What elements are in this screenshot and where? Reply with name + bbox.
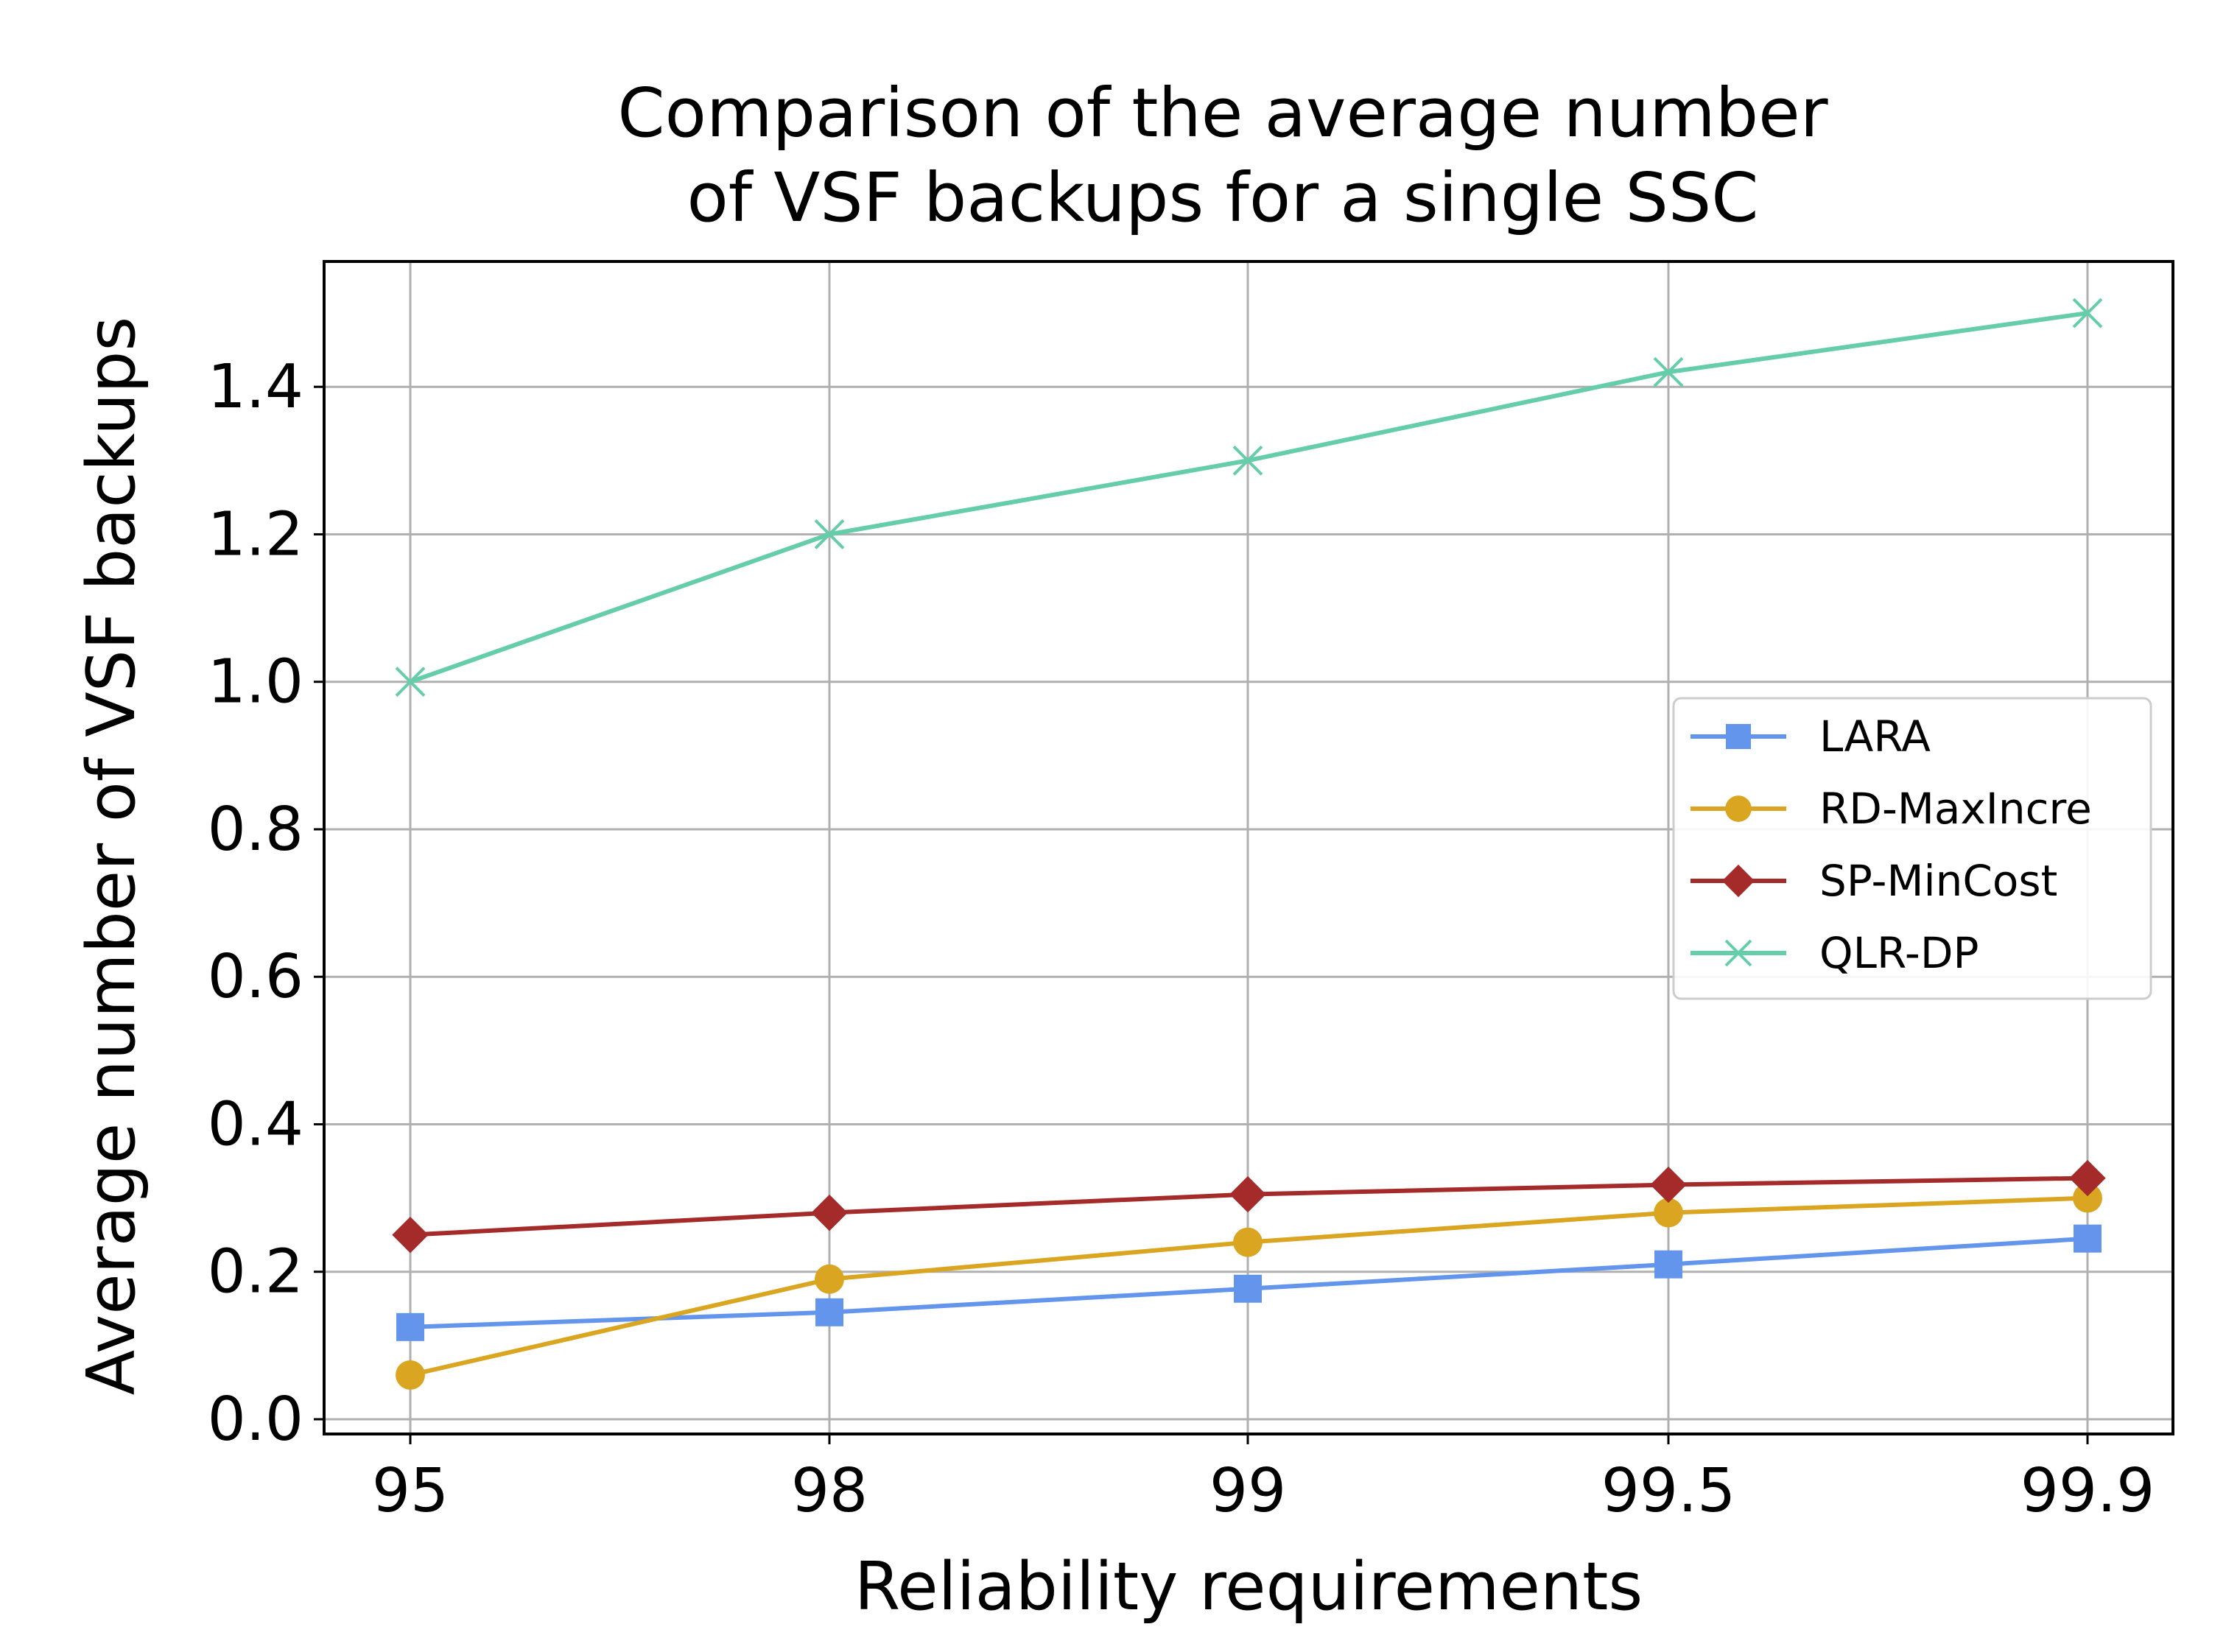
y-tick-label: 0.8 xyxy=(208,795,303,865)
x-tick-label: 99.9 xyxy=(2020,1456,2155,1526)
legend-marker-rd-maxincre xyxy=(1725,795,1752,822)
series-sp-mincost xyxy=(392,1159,2106,1254)
legend-label-lara: LARA xyxy=(1819,711,1931,762)
legend-marker-lara xyxy=(1726,724,1751,749)
x-marker-stroke xyxy=(814,519,845,549)
x-tick-label: 99 xyxy=(1209,1456,1286,1526)
data-point-lara xyxy=(396,1312,424,1341)
x-marker-stroke xyxy=(1724,939,1752,967)
data-point-sp-mincost xyxy=(1650,1166,1687,1203)
data-point-qlr-dp xyxy=(1232,445,1263,476)
data-point-lara xyxy=(1234,1274,1262,1303)
y-tick-label: 0.6 xyxy=(208,942,303,1012)
series-rd-maxincre xyxy=(396,1183,2102,1390)
data-point-lara xyxy=(1654,1250,1682,1279)
data-point-rd-maxincre xyxy=(396,1360,425,1390)
data-point-qlr-dp xyxy=(814,519,845,549)
x-axis-label: Reliability requirements xyxy=(854,1548,1643,1625)
data-point-rd-maxincre xyxy=(1233,1227,1263,1257)
data-point-sp-mincost xyxy=(1229,1175,1266,1213)
x-marker-stroke xyxy=(1653,356,1684,387)
data-point-qlr-dp xyxy=(2072,298,2103,328)
y-tick-label: 1.2 xyxy=(208,499,303,569)
legend-entry-lara: LARA xyxy=(1690,711,1931,762)
series-lara xyxy=(396,1224,2102,1341)
legend-marker-qlr-dp xyxy=(1724,939,1752,967)
legend: LARA RD-MaxIncre SP-MinCost QLR-DP xyxy=(1672,697,2152,1000)
chart-title-line-1: Comparison of the average number xyxy=(617,74,1828,152)
x-marker-stroke xyxy=(1232,445,1263,476)
legend-entry-sp-mincost: SP-MinCost xyxy=(1690,856,2057,906)
x-tick-label: 95 xyxy=(372,1456,449,1526)
y-tick-label: 0.4 xyxy=(208,1089,303,1159)
plot-series xyxy=(392,298,2106,1390)
legend-label-rd-maxincre: RD-MaxIncre xyxy=(1819,784,2092,834)
chart-title-line-2: of VSF backups for a single SSC xyxy=(687,158,1758,237)
legend-label-sp-mincost: SP-MinCost xyxy=(1819,856,2057,906)
data-point-sp-mincost xyxy=(392,1216,429,1254)
data-point-lara xyxy=(2074,1224,2102,1253)
data-point-sp-mincost xyxy=(811,1194,848,1231)
axis-ticks: 95 98 99 99.5 99.9 0.0 0.2 0.4 0.6 0.8 1.0 1.2 1.4 xyxy=(208,352,2155,1526)
legend-entry-rd-maxincre: RD-MaxIncre xyxy=(1690,784,2092,834)
x-tick-label: 99.5 xyxy=(1601,1456,1736,1526)
legend-box xyxy=(1672,697,2152,1000)
y-tick-label: 1.4 xyxy=(208,352,303,422)
data-point-lara xyxy=(815,1298,843,1326)
x-marker-stroke xyxy=(2072,298,2103,328)
data-point-rd-maxincre xyxy=(815,1264,844,1294)
legend-marker-sp-mincost xyxy=(1721,864,1755,898)
legend-label-qlr-dp: QLR-DP xyxy=(1819,928,1979,978)
data-point-sp-mincost xyxy=(2069,1159,2106,1197)
y-tick-label: 0.0 xyxy=(208,1385,303,1455)
y-axis-label: Average number of VSF backups xyxy=(73,317,150,1396)
x-marker-stroke xyxy=(395,667,426,697)
x-tick-label: 98 xyxy=(791,1456,868,1526)
data-point-rd-maxincre xyxy=(2073,1183,2102,1213)
y-tick-label: 0.2 xyxy=(208,1237,303,1307)
series-qlr-dp xyxy=(395,298,2103,697)
data-point-qlr-dp xyxy=(395,667,426,697)
legend-entry-qlr-dp: QLR-DP xyxy=(1690,928,1979,978)
data-point-qlr-dp xyxy=(1653,356,1684,387)
y-tick-label: 1.0 xyxy=(208,647,303,717)
data-point-rd-maxincre xyxy=(1654,1198,1683,1228)
